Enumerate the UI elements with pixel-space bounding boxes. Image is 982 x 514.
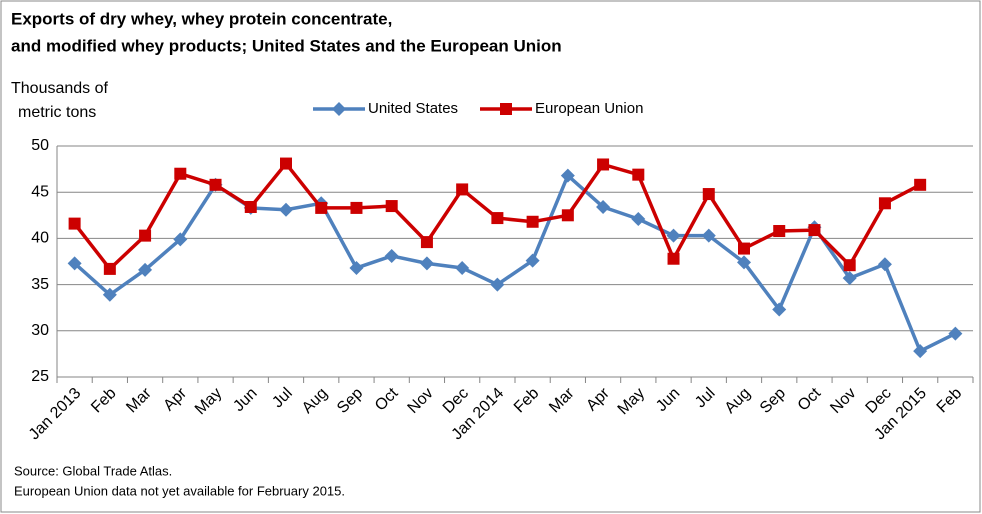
point: [561, 209, 574, 222]
point: [420, 236, 433, 249]
point: [701, 228, 716, 243]
y-tick-label: 40: [31, 230, 49, 247]
footnote: Source: Global Trade Atlas.: [14, 463, 172, 478]
legend-label: United States: [368, 100, 458, 117]
y-tick-label: 50: [31, 137, 49, 154]
point: [419, 256, 434, 271]
point: [385, 200, 398, 213]
point: [526, 215, 539, 228]
point: [490, 277, 505, 292]
point: [772, 302, 787, 317]
point: [139, 229, 152, 242]
point: [773, 225, 786, 238]
point: [315, 201, 328, 214]
point: [173, 232, 188, 247]
point: [632, 168, 645, 181]
point: [350, 201, 363, 214]
point: [67, 256, 82, 271]
chart-title-line: Exports of dry whey, whey protein concen…: [11, 9, 392, 28]
point: [737, 255, 751, 270]
point: [666, 228, 681, 243]
point: [948, 326, 963, 341]
y-axis-label: metric tons: [18, 104, 96, 121]
point: [209, 178, 222, 191]
point: [560, 168, 575, 183]
point: [913, 344, 928, 359]
point: [667, 252, 680, 265]
chart-title-line: and modified whey products; United State…: [11, 36, 562, 55]
y-tick-label: 25: [31, 368, 49, 385]
y-tick-label: 35: [31, 276, 49, 293]
point: [455, 260, 470, 275]
point: [332, 102, 346, 116]
point: [878, 197, 891, 210]
point: [738, 242, 750, 255]
point: [103, 262, 116, 275]
point: [280, 157, 292, 170]
legend-label: European Union: [535, 100, 643, 117]
point: [914, 178, 927, 191]
y-tick-label: 30: [31, 322, 49, 339]
point: [525, 253, 540, 268]
point: [244, 200, 257, 213]
point: [596, 199, 611, 214]
point: [174, 167, 187, 180]
point: [102, 287, 117, 302]
point: [138, 262, 153, 277]
point: [279, 202, 293, 217]
point: [384, 248, 399, 263]
point: [631, 211, 646, 226]
point: [877, 257, 892, 272]
y-tick-label: 45: [31, 183, 49, 200]
point: [500, 103, 512, 115]
point: [456, 183, 469, 196]
point: [597, 158, 610, 171]
point: [808, 224, 821, 237]
point: [843, 259, 856, 272]
point: [349, 260, 364, 275]
point: [842, 271, 857, 286]
point: [702, 188, 715, 201]
point: [68, 217, 81, 230]
footnote: European Union data not yet available fo…: [14, 483, 345, 498]
y-axis-label: Thousands of: [11, 80, 109, 97]
point: [491, 212, 504, 225]
